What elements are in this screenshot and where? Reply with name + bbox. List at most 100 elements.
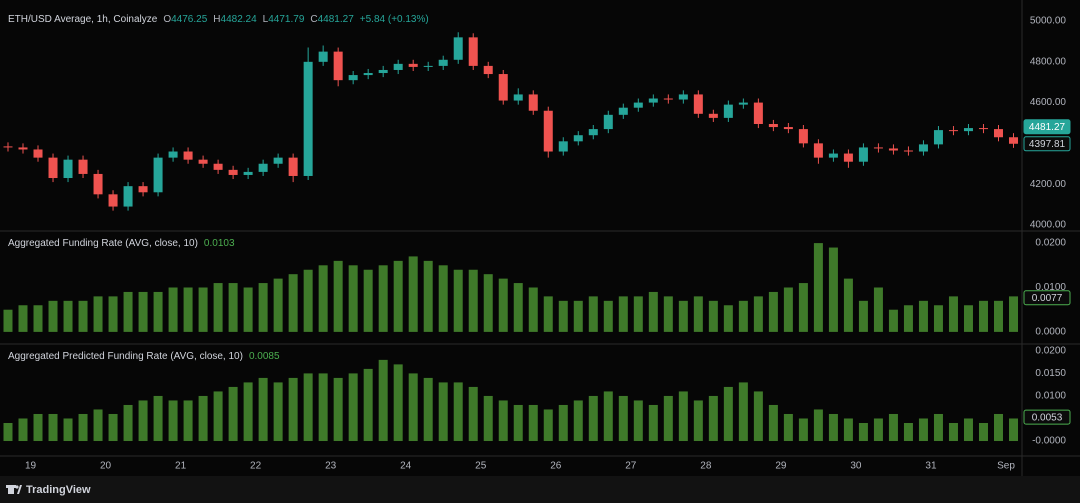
candle-body	[663, 98, 673, 100]
x-tick-label: 29	[775, 461, 787, 472]
ohlc-value: 4481.27	[318, 14, 355, 25]
bar	[168, 400, 178, 442]
bar	[213, 283, 223, 332]
ohlc-value: 4482.24	[221, 14, 258, 25]
bar	[468, 386, 478, 442]
candle-body	[648, 98, 658, 103]
bar	[963, 418, 973, 442]
bar	[603, 300, 613, 332]
bar	[378, 265, 388, 332]
candle-body	[318, 51, 328, 62]
bar	[528, 287, 538, 332]
ohlc-label: C	[310, 14, 317, 25]
candle-body	[408, 63, 418, 67]
bar	[978, 300, 988, 332]
bar	[363, 368, 373, 442]
ohlc-label: L	[263, 14, 269, 25]
bar	[783, 287, 793, 332]
candle-body	[888, 148, 898, 151]
bar	[318, 373, 328, 442]
bar	[183, 400, 193, 442]
bar	[618, 296, 628, 332]
candle-body	[348, 75, 358, 81]
candle-body	[333, 51, 343, 81]
bar	[228, 386, 238, 442]
bar	[228, 283, 238, 332]
bar	[933, 305, 943, 332]
candle-body	[393, 63, 403, 70]
bar	[918, 300, 928, 332]
bar	[648, 291, 658, 332]
candle-body	[273, 157, 283, 164]
price-marker	[1023, 136, 1071, 152]
bar	[168, 287, 178, 332]
bar	[513, 283, 523, 332]
y-tick-label: 0.0200	[1035, 238, 1066, 249]
price-marker-label: 0.0053	[1032, 412, 1063, 423]
bar	[333, 377, 343, 442]
y-tick-label: -0.0000	[1032, 436, 1066, 447]
bar	[198, 395, 208, 442]
y-tick-label: 0.0200	[1035, 346, 1066, 357]
bar	[678, 300, 688, 332]
x-tick-label: 21	[175, 461, 187, 472]
bar	[288, 274, 298, 332]
bar	[483, 274, 493, 332]
bar	[438, 382, 448, 442]
bar	[108, 413, 118, 442]
bar	[198, 287, 208, 332]
x-tick-label: 25	[475, 461, 487, 472]
y-tick-label: 0.0100	[1035, 391, 1066, 402]
bar	[318, 265, 328, 332]
bar	[693, 400, 703, 442]
bar	[213, 391, 223, 442]
bar	[453, 269, 463, 332]
bar	[3, 422, 13, 442]
y-tick-label: 4200.00	[1030, 179, 1067, 190]
candle-body	[63, 159, 73, 179]
bar	[78, 413, 88, 442]
bar	[798, 418, 808, 442]
bar	[438, 265, 448, 332]
price-marker-label: 0.0077	[1032, 293, 1063, 304]
price-marker	[1023, 409, 1071, 425]
bar	[303, 373, 313, 442]
candle-body	[753, 102, 763, 124]
bar	[693, 296, 703, 332]
bar	[93, 296, 103, 332]
bar	[813, 243, 823, 332]
bar	[423, 260, 433, 332]
bar	[243, 287, 253, 332]
bar	[78, 300, 88, 332]
bar	[963, 305, 973, 332]
bar	[903, 305, 913, 332]
candle-body	[243, 171, 253, 175]
candle-body	[213, 163, 223, 170]
candle-body	[933, 130, 943, 145]
bar	[33, 413, 43, 442]
bar	[453, 382, 463, 442]
y-tick-label: 4600.00	[1030, 97, 1067, 108]
y-tick-label: 5000.00	[1030, 16, 1067, 27]
candle-body	[708, 113, 718, 118]
bar	[873, 418, 883, 442]
bar	[288, 377, 298, 442]
candle-body	[843, 153, 853, 162]
candle-body	[963, 128, 973, 132]
candle-body	[588, 129, 598, 136]
bar	[993, 300, 1003, 332]
pane-legend: Aggregated Funding Rate (AVG, close, 10)…	[8, 238, 235, 249]
bar	[528, 404, 538, 442]
bar	[273, 278, 283, 332]
candle-body	[258, 163, 268, 172]
candle-body	[183, 151, 193, 160]
y-tick-label: 4000.00	[1030, 220, 1067, 231]
candle-body	[858, 147, 868, 162]
bar	[663, 296, 673, 332]
bar	[18, 305, 28, 332]
x-tick-label: 31	[925, 461, 937, 472]
pane-legend: ETH/USD Average, 1h, Coinalyze O4476.25 H4…	[8, 14, 429, 25]
candle-body	[873, 147, 883, 149]
brand-logo	[6, 485, 22, 494]
